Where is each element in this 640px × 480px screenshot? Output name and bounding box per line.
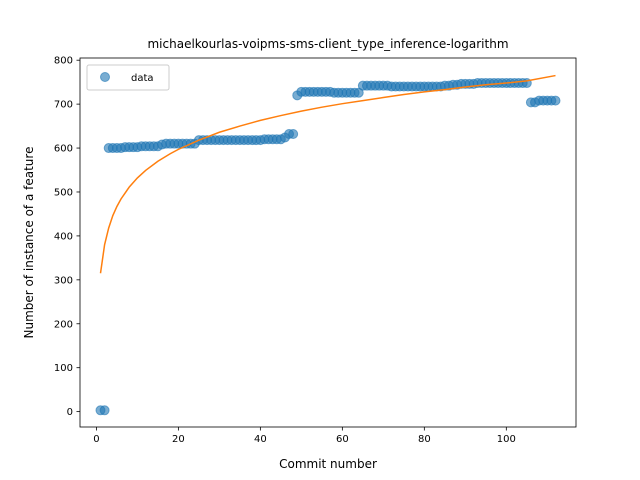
legend: data — [86, 64, 170, 91]
y-tick-label: 500 — [54, 187, 73, 198]
x-axis: 0 20 40 60 80 100 — [93, 427, 516, 445]
y-tick-label: 200 — [54, 319, 73, 330]
legend-label-data: data — [131, 73, 154, 84]
y-tick-label: 800 — [54, 56, 73, 67]
y-tick-label: 400 — [54, 231, 73, 242]
x-tick-label: 100 — [497, 434, 516, 445]
fit-line — [99, 74, 556, 274]
x-tick-label: 0 — [93, 434, 99, 445]
plot-area — [79, 57, 577, 428]
data-point — [550, 95, 561, 106]
legend-box — [86, 64, 170, 91]
y-axis: 0 100 200 300 400 500 600 700 800 — [54, 56, 80, 418]
legend-marker-data — [100, 72, 110, 82]
y-tick-label: 600 — [54, 144, 73, 155]
x-axis-title: Commit number — [279, 457, 377, 471]
y-tick-label: 100 — [54, 363, 73, 374]
x-tick-label: 80 — [418, 434, 431, 445]
y-tick-label: 0 — [67, 407, 73, 418]
y-tick-label: 300 — [54, 275, 73, 286]
y-tick-label: 700 — [54, 100, 73, 111]
x-tick-label: 40 — [254, 434, 267, 445]
x-tick-label: 60 — [336, 434, 349, 445]
chart-title: michaelkourlas-voipms-sms-client_type_in… — [147, 37, 508, 51]
axes-frame — [79, 57, 577, 428]
y-axis-title: Number of instance of a feature — [22, 147, 36, 339]
x-tick-label: 20 — [172, 434, 185, 445]
data-point — [288, 128, 299, 139]
data-point — [99, 405, 110, 416]
